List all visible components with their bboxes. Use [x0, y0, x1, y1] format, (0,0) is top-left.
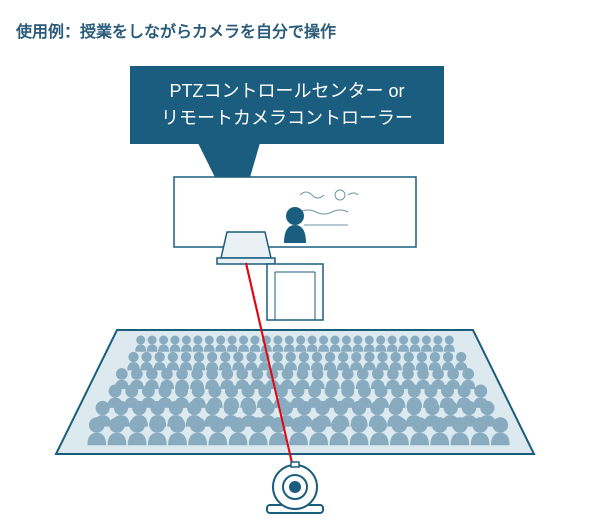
- scene-illustration: [0, 0, 592, 530]
